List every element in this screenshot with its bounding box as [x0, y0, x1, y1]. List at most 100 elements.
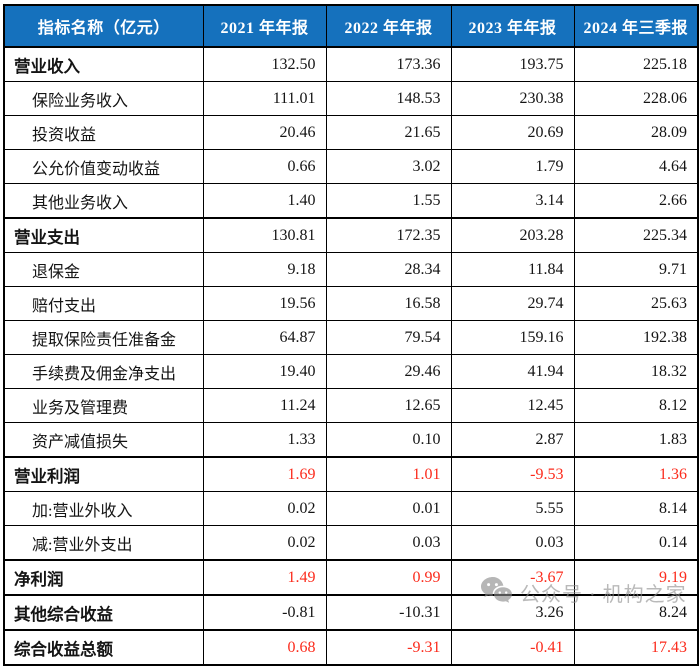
- value-cell: 25.63: [573, 286, 699, 321]
- value-cell: -9.31: [325, 629, 452, 666]
- table-row: 其他综合收益 -0.81 -10.31 3.26 8.24: [3, 594, 699, 631]
- value-cell: 19.40: [202, 354, 327, 389]
- table-row: 保险业务收入 111.01 148.53 230.38 228.06: [3, 81, 699, 116]
- value-cell: -0.81: [202, 594, 327, 631]
- value-cell: 29.74: [450, 286, 575, 321]
- row-label: 手续费及佣金净支出: [3, 354, 204, 389]
- table-row: 业务及管理费 11.24 12.65 12.45 8.12: [3, 388, 699, 423]
- table-row: 投资收益 20.46 21.65 20.69 28.09: [3, 115, 699, 150]
- value-cell: 1.79: [450, 149, 575, 184]
- table-row: 退保金 9.18 28.34 11.84 9.71: [3, 252, 699, 287]
- value-cell: 228.06: [573, 81, 699, 116]
- value-cell: 193.75: [450, 46, 575, 82]
- value-cell: 0.99: [325, 559, 452, 596]
- value-cell: 230.38: [450, 81, 575, 116]
- value-cell: 0.03: [325, 525, 452, 561]
- value-cell: 172.35: [325, 217, 452, 253]
- value-cell: 19.56: [202, 286, 327, 321]
- table-row: 资产减值损失 1.33 0.10 2.87 1.83: [3, 422, 699, 458]
- value-cell: 148.53: [325, 81, 452, 116]
- table-row: 公允价值变动收益 0.66 3.02 1.79 4.64: [3, 149, 699, 184]
- row-label: 营业支出: [3, 217, 204, 253]
- value-cell: 3.02: [325, 149, 452, 184]
- table-row: 其他业务收入 1.40 1.55 3.14 2.66: [3, 183, 699, 219]
- value-cell: 5.55: [450, 491, 575, 526]
- header-period-2022: 2022 年年报: [325, 4, 452, 48]
- value-cell: 9.18: [202, 252, 327, 287]
- row-label: 减:营业外支出: [3, 525, 204, 561]
- table-row: 减:营业外支出 0.02 0.03 0.03 0.14: [3, 525, 699, 561]
- value-cell: 130.81: [202, 217, 327, 253]
- table-row: 赔付支出 19.56 16.58 29.74 25.63: [3, 286, 699, 321]
- value-cell: 3.26: [450, 594, 575, 631]
- value-cell: 8.14: [573, 491, 699, 526]
- value-cell: 28.34: [325, 252, 452, 287]
- value-cell: 225.34: [573, 217, 699, 253]
- value-cell: 192.38: [573, 320, 699, 355]
- table-row: 加:营业外收入 0.02 0.01 5.55 8.14: [3, 491, 699, 526]
- value-cell: 8.12: [573, 388, 699, 423]
- value-cell: 4.64: [573, 149, 699, 184]
- value-cell: 0.02: [202, 491, 327, 526]
- row-label: 提取保险责任准备金: [3, 320, 204, 355]
- header-row: 指标名称（亿元） 2021 年年报 2022 年年报 2023 年年报 2024…: [3, 4, 699, 48]
- value-cell: 20.69: [450, 115, 575, 150]
- value-cell: 16.58: [325, 286, 452, 321]
- value-cell: 21.65: [325, 115, 452, 150]
- row-label: 其他综合收益: [3, 594, 204, 631]
- value-cell: -3.67: [450, 559, 575, 596]
- row-label: 综合收益总额: [3, 629, 204, 666]
- row-label: 业务及管理费: [3, 388, 204, 423]
- value-cell: 41.94: [450, 354, 575, 389]
- value-cell: 79.54: [325, 320, 452, 355]
- value-cell: 0.03: [450, 525, 575, 561]
- value-cell: 29.46: [325, 354, 452, 389]
- value-cell: 0.66: [202, 149, 327, 184]
- value-cell: 2.87: [450, 422, 575, 458]
- value-cell: 0.14: [573, 525, 699, 561]
- value-cell: 28.09: [573, 115, 699, 150]
- row-label: 营业利润: [3, 456, 204, 492]
- value-cell: 9.71: [573, 252, 699, 287]
- value-cell: -9.53: [450, 456, 575, 492]
- value-cell: -0.41: [450, 629, 575, 666]
- table-row: 净利润 1.49 0.99 -3.67 9.19: [3, 559, 699, 596]
- financial-table-wrap: 指标名称（亿元） 2021 年年报 2022 年年报 2023 年年报 2024…: [3, 4, 699, 666]
- header-period-2021: 2021 年年报: [202, 4, 327, 48]
- row-label: 资产减值损失: [3, 422, 204, 458]
- value-cell: 203.28: [450, 217, 575, 253]
- table-row: 营业利润 1.69 1.01 -9.53 1.36: [3, 456, 699, 492]
- table-row: 营业收入 132.50 173.36 193.75 225.18: [3, 46, 699, 82]
- value-cell: 0.68: [202, 629, 327, 666]
- value-cell: 11.84: [450, 252, 575, 287]
- header-period-2024q3: 2024 年三季报: [573, 4, 699, 48]
- value-cell: 18.32: [573, 354, 699, 389]
- value-cell: 159.16: [450, 320, 575, 355]
- value-cell: 1.49: [202, 559, 327, 596]
- value-cell: 132.50: [202, 46, 327, 82]
- row-label: 保险业务收入: [3, 81, 204, 116]
- header-metric-name: 指标名称（亿元）: [3, 4, 204, 48]
- value-cell: 12.65: [325, 388, 452, 423]
- value-cell: -10.31: [325, 594, 452, 631]
- value-cell: 2.66: [573, 183, 699, 219]
- table-row: 提取保险责任准备金 64.87 79.54 159.16 192.38: [3, 320, 699, 355]
- financial-table: 指标名称（亿元） 2021 年年报 2022 年年报 2023 年年报 2024…: [3, 4, 699, 666]
- value-cell: 0.10: [325, 422, 452, 458]
- row-label: 净利润: [3, 559, 204, 596]
- header-period-2023: 2023 年年报: [450, 4, 575, 48]
- value-cell: 8.24: [573, 594, 699, 631]
- value-cell: 1.83: [573, 422, 699, 458]
- value-cell: 17.43: [573, 629, 699, 666]
- value-cell: 1.55: [325, 183, 452, 219]
- value-cell: 64.87: [202, 320, 327, 355]
- value-cell: 1.01: [325, 456, 452, 492]
- row-label: 营业收入: [3, 46, 204, 82]
- table-body: 营业收入 132.50 173.36 193.75 225.18 保险业务收入 …: [3, 46, 699, 666]
- row-label: 投资收益: [3, 115, 204, 150]
- value-cell: 0.01: [325, 491, 452, 526]
- value-cell: 1.33: [202, 422, 327, 458]
- table-row: 综合收益总额 0.68 -9.31 -0.41 17.43: [3, 629, 699, 666]
- value-cell: 1.69: [202, 456, 327, 492]
- table-row: 营业支出 130.81 172.35 203.28 225.34: [3, 217, 699, 253]
